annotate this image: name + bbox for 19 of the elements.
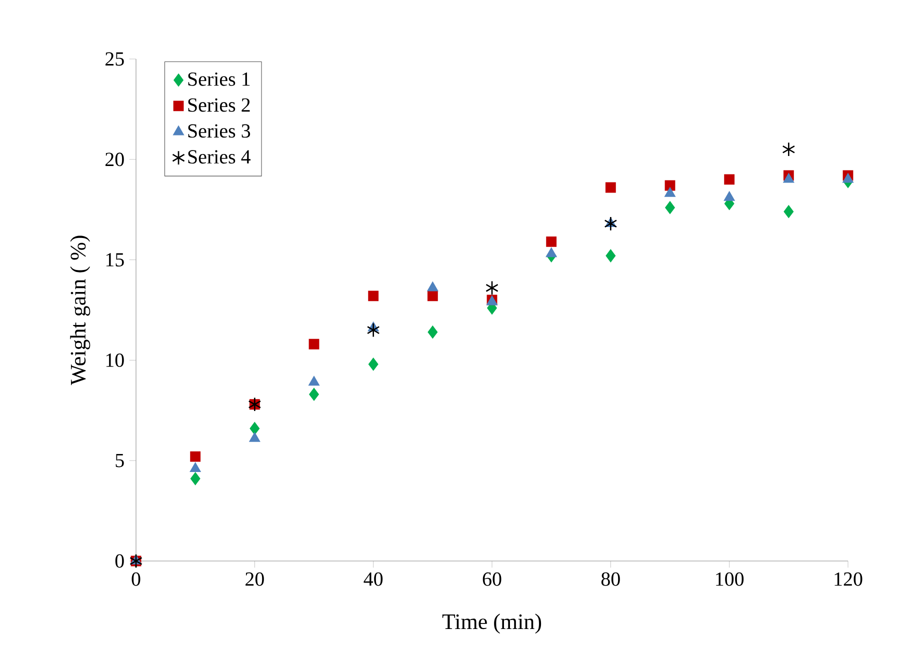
x-tick-label: 40 xyxy=(364,572,383,586)
y-tick-label: 15 xyxy=(106,253,124,266)
legend-label: Series 1 xyxy=(188,72,250,86)
x-tick-label: 60 xyxy=(482,572,502,586)
y-axis-title: Weight gain ( %) xyxy=(70,236,90,386)
x-tick-label: 20 xyxy=(246,572,264,586)
x-tick-label: 100 xyxy=(716,572,744,586)
y-tick-label: 25 xyxy=(106,52,124,66)
y-tick-label: 10 xyxy=(106,353,124,367)
legend-label: Series 4 xyxy=(188,150,251,164)
legend-label: Series 3 xyxy=(188,124,250,138)
x-tick-label: 120 xyxy=(834,572,862,586)
y-tick-label: 20 xyxy=(106,152,124,166)
legend-label: Series 2 xyxy=(188,98,250,112)
y-tick-label: 0 xyxy=(115,554,124,568)
y-tick-label: 5 xyxy=(116,454,124,468)
x-tick-label: 80 xyxy=(601,572,620,586)
x-axis-title: Time (min) xyxy=(442,614,542,634)
x-tick-label: 0 xyxy=(132,572,140,586)
